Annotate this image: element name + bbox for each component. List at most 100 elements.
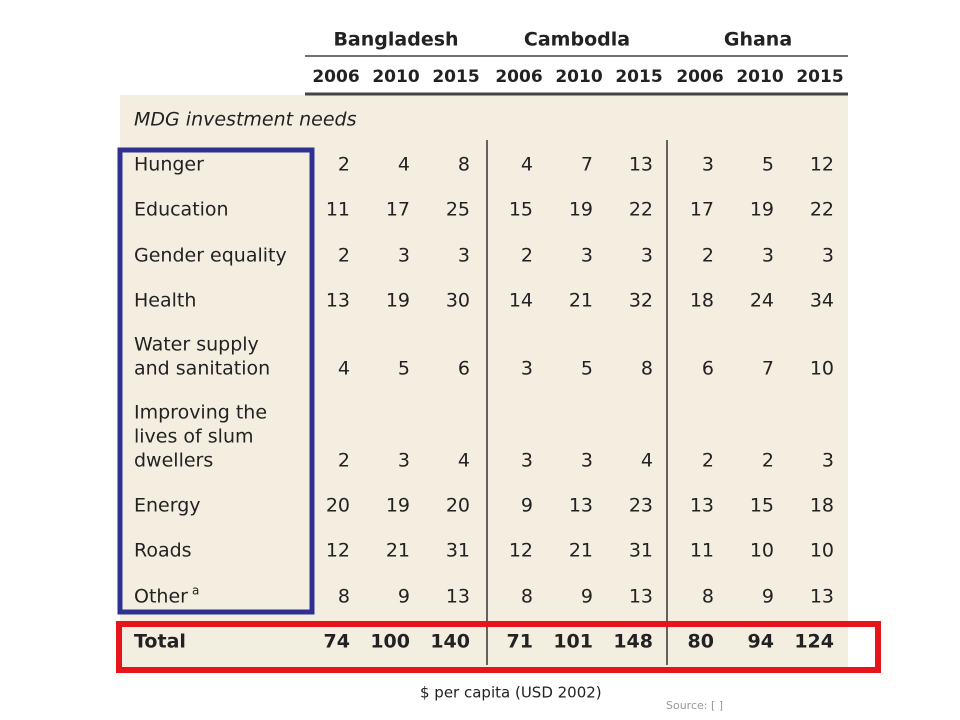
- cell-value: 7: [581, 154, 593, 176]
- cell-value: 8: [641, 358, 653, 380]
- cell-value: 14: [509, 290, 533, 312]
- total-value: 124: [794, 631, 834, 653]
- cell-value: 32: [629, 290, 653, 312]
- cell-value: 3: [581, 245, 593, 267]
- source: Source: [ ]: [666, 699, 723, 712]
- cell-value: 13: [629, 154, 653, 176]
- cell-value: 3: [521, 450, 533, 472]
- row-label: lives of slum: [134, 426, 254, 448]
- year-header: 2010: [736, 67, 783, 87]
- row-label: Health: [134, 290, 196, 312]
- cell-value: 20: [446, 495, 470, 517]
- cell-value: 18: [810, 495, 834, 517]
- cell-value: 13: [629, 586, 653, 608]
- cell-value: 18: [690, 290, 714, 312]
- year-header: 2015: [796, 67, 843, 87]
- cell-value: 5: [398, 358, 410, 380]
- cell-value: 8: [521, 586, 533, 608]
- cell-value: 23: [629, 495, 653, 517]
- cell-value: 31: [446, 540, 470, 562]
- total-value: 101: [553, 631, 593, 653]
- total-value: 148: [613, 631, 653, 653]
- year-header: 2006: [312, 67, 359, 87]
- cell-value: 2: [762, 450, 774, 472]
- country-header: Ghana: [724, 29, 792, 51]
- row-label: Education: [134, 199, 229, 221]
- cell-value: 15: [750, 495, 774, 517]
- section-label: MDG investment needs: [134, 109, 357, 131]
- cell-value: 2: [521, 245, 533, 267]
- cell-value: 3: [822, 245, 834, 267]
- cell-value: 8: [702, 586, 714, 608]
- cell-value: 2: [338, 450, 350, 472]
- year-header: 2015: [615, 67, 662, 87]
- cell-value: 12: [509, 540, 533, 562]
- total-value: 94: [748, 631, 774, 653]
- row-label: Energy: [134, 495, 201, 517]
- cell-value: 2: [338, 245, 350, 267]
- total-value: 74: [324, 631, 350, 653]
- cell-value: 3: [581, 450, 593, 472]
- cell-value: 19: [386, 290, 410, 312]
- table-background: [120, 95, 848, 668]
- cell-value: 12: [810, 154, 834, 176]
- total-value: 71: [507, 631, 533, 653]
- total-label: Total: [134, 631, 186, 653]
- cell-value: 10: [810, 540, 834, 562]
- cell-value: 9: [762, 586, 774, 608]
- year-header: 2010: [372, 67, 419, 87]
- cell-value: 4: [641, 450, 653, 472]
- cell-value: 7: [762, 358, 774, 380]
- cell-value: 3: [398, 245, 410, 267]
- cell-value: 30: [446, 290, 470, 312]
- total-value: 80: [688, 631, 714, 653]
- row-label: Improving the: [134, 402, 267, 424]
- cell-value: 31: [629, 540, 653, 562]
- cell-value: 9: [398, 586, 410, 608]
- cell-value: 3: [458, 245, 470, 267]
- cell-value: 3: [822, 450, 834, 472]
- cell-value: 21: [386, 540, 410, 562]
- total-value: 140: [430, 631, 470, 653]
- cell-value: 17: [690, 199, 714, 221]
- cell-value: 9: [581, 586, 593, 608]
- highlight-box: [116, 621, 881, 673]
- cell-value: 15: [509, 199, 533, 221]
- year-header: 2015: [432, 67, 479, 87]
- cell-value: 12: [326, 540, 350, 562]
- total-value: 100: [370, 631, 410, 653]
- cell-value: 25: [446, 199, 470, 221]
- cell-value: 4: [338, 358, 350, 380]
- row-label: Hunger: [134, 154, 204, 176]
- row-label: Roads: [134, 540, 192, 562]
- cell-value: 13: [690, 495, 714, 517]
- cell-value: 3: [702, 154, 714, 176]
- row-label: and sanitation: [134, 358, 270, 380]
- superscript: a: [192, 584, 199, 598]
- cell-value: 22: [629, 199, 653, 221]
- caption: $ per capita (USD 2002): [420, 684, 602, 702]
- cell-value: 2: [702, 245, 714, 267]
- cell-value: 20: [326, 495, 350, 517]
- cell-value: 8: [458, 154, 470, 176]
- country-header: Bangladesh: [333, 29, 458, 51]
- cell-value: 13: [326, 290, 350, 312]
- row-label: Water supply: [134, 334, 259, 356]
- cell-value: 3: [398, 450, 410, 472]
- cell-value: 21: [569, 290, 593, 312]
- cell-value: 11: [326, 199, 350, 221]
- row-label: dwellers: [134, 450, 213, 472]
- cell-value: 17: [386, 199, 410, 221]
- cell-value: 6: [458, 358, 470, 380]
- cell-value: 19: [386, 495, 410, 517]
- cell-value: 22: [810, 199, 834, 221]
- year-header: 2006: [676, 67, 723, 87]
- cell-value: 19: [569, 199, 593, 221]
- highlight-box: [117, 147, 315, 615]
- cell-value: 5: [762, 154, 774, 176]
- cell-value: 3: [762, 245, 774, 267]
- year-header: 2010: [555, 67, 602, 87]
- cell-value: 3: [641, 245, 653, 267]
- cell-value: 3: [521, 358, 533, 380]
